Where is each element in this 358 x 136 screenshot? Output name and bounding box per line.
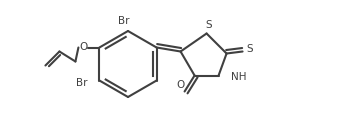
Text: Br: Br — [76, 78, 87, 87]
Text: NH: NH — [231, 72, 246, 83]
Text: O: O — [176, 81, 185, 90]
Text: O: O — [79, 42, 88, 52]
Text: S: S — [205, 21, 212, 30]
Text: S: S — [247, 44, 253, 55]
Text: Br: Br — [118, 16, 130, 26]
